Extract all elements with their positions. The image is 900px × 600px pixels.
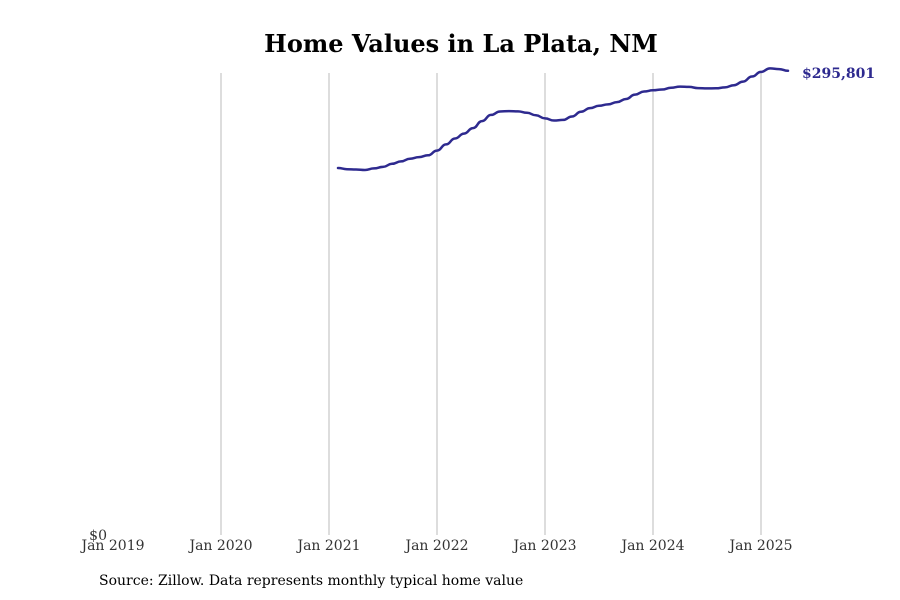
x-tick-label: Jan 2019 bbox=[79, 538, 144, 554]
home-value-line bbox=[336, 67, 790, 172]
chart-title: Home Values in La Plata, NM bbox=[264, 29, 658, 58]
x-tick-label: Jan 2024 bbox=[619, 538, 684, 554]
x-tick-label: Jan 2025 bbox=[727, 538, 792, 554]
axis-labels: Jan 2019 Jan 2020 Jan 2021 Jan 2022 Jan 2023… bbox=[79, 528, 792, 554]
x-tick-label: Jan 2022 bbox=[403, 538, 468, 554]
source-note: Source: Zillow. Data represents monthly … bbox=[99, 573, 524, 589]
x-tick-label: Jan 2020 bbox=[187, 538, 252, 554]
gridlines bbox=[220, 73, 762, 535]
x-tick-label: Jan 2021 bbox=[295, 538, 360, 554]
y-tick-label: $0 bbox=[89, 528, 107, 544]
end-value-label: $295,801 bbox=[802, 66, 875, 82]
x-tick-label: Jan 2023 bbox=[511, 538, 576, 554]
series-layer: $295,801 bbox=[336, 66, 875, 172]
